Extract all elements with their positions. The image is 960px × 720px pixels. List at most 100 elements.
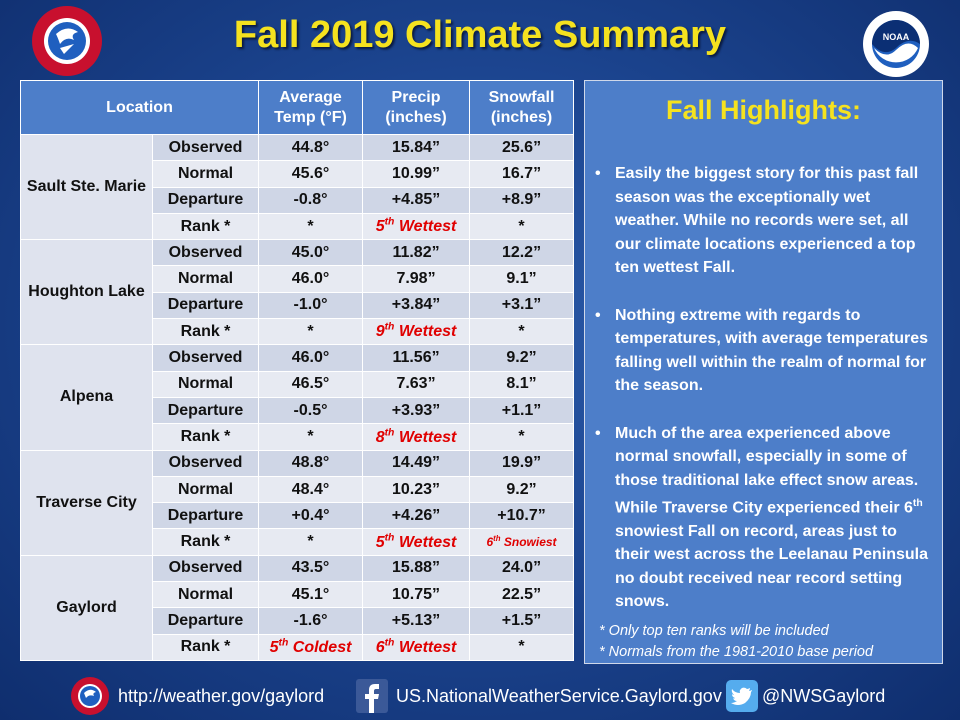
footer-website[interactable]: http://weather.gov/gaylord <box>70 672 324 720</box>
temp-value: * <box>307 533 314 551</box>
temp-cell: 48.4° <box>258 475 364 504</box>
table-row: Normal 45.1° 10.75” 22.5” <box>21 581 575 609</box>
footer-twitter[interactable]: @NWSGaylord <box>726 672 885 720</box>
temp-value: 43.5° <box>291 559 330 577</box>
snow-value: 9.2” <box>506 480 537 498</box>
row-label: Departure <box>151 396 260 425</box>
snow-value: 24.0” <box>501 559 542 577</box>
highlights-title: Fall Highlights: <box>666 95 861 125</box>
facebook-link[interactable]: US.NationalWeatherService.Gaylord.gov <box>396 685 722 706</box>
noaa-logo-icon: NOAA <box>863 11 929 77</box>
snow-cell: 25.6” <box>469 133 575 162</box>
snow-value: * <box>518 322 525 340</box>
temp-value: 46.0° <box>291 349 330 367</box>
precip-value: 11.56” <box>392 349 440 367</box>
precip-cell: 10.75” <box>362 581 471 609</box>
precip-value: 6th Wettest <box>375 637 457 656</box>
temp-value: 45.0° <box>291 243 330 261</box>
snow-value: +10.7” <box>497 506 546 524</box>
temp-value: 45.6° <box>291 164 330 182</box>
location-name: Sault Ste. Marie <box>20 133 153 241</box>
snow-cell: * <box>469 212 575 241</box>
snow-cell: 16.7” <box>469 160 575 188</box>
nws-logo-icon <box>32 6 102 76</box>
twitter-icon <box>726 680 758 712</box>
row-label: Normal <box>151 370 260 398</box>
row-label: Departure <box>151 607 260 635</box>
temp-cell: +0.4° <box>258 502 364 530</box>
header-snowfall: Snowfall (inches) <box>469 80 575 135</box>
temp-value: 45.1° <box>291 585 330 603</box>
table-row: Traverse City Observed 48.8° 14.49” 19.9” <box>20 449 575 556</box>
precip-value: 10.99” <box>391 164 441 182</box>
precip-cell: 6th Wettest <box>362 633 471 661</box>
precip-cell: 7.98” <box>362 265 471 293</box>
temp-cell: 44.8° <box>258 133 364 162</box>
row-label: Observed <box>151 344 260 372</box>
precip-cell: +3.93” <box>362 396 471 425</box>
precip-cell: 10.99” <box>362 160 471 188</box>
row-label: Departure <box>151 502 260 530</box>
precip-cell: +3.84” <box>362 291 471 320</box>
temp-value: -0.8° <box>293 191 328 209</box>
temp-cell: * <box>258 212 364 241</box>
temp-value: 46.0° <box>291 270 330 288</box>
temp-value: -1.0° <box>293 296 328 314</box>
precip-cell: 8th Wettest <box>362 423 471 451</box>
twitter-handle[interactable]: @NWSGaylord <box>762 685 886 706</box>
precip-value: 15.88” <box>391 559 441 577</box>
footer-facebook[interactable]: US.NationalWeatherService.Gaylord.gov <box>356 672 722 720</box>
temp-cell: -1.0° <box>258 291 364 320</box>
row-label: Rank * <box>151 318 260 346</box>
snow-value: +8.9” <box>501 191 542 209</box>
snow-cell: 6th Snowiest <box>469 528 575 556</box>
location-name: Gaylord <box>20 554 153 661</box>
location-name: Houghton Lake <box>20 239 153 346</box>
highlight-bullet: Easily the biggest story for this past f… <box>595 162 928 280</box>
row-label: Departure <box>151 186 260 214</box>
temp-cell: -0.8° <box>258 186 364 214</box>
table-row: Rank * * 5th Wettest 6th Snowiest <box>21 528 575 556</box>
temp-cell: 45.6° <box>258 160 364 188</box>
location-name: Alpena <box>20 344 153 451</box>
temp-cell: * <box>258 423 364 451</box>
table-row: Sault Ste. Marie Observed 44.8° 15.84” 25.6” <box>20 133 575 241</box>
website-link[interactable]: http://weather.gov/gaylord <box>118 685 325 706</box>
location-name: Traverse City <box>20 449 153 556</box>
precip-value: +3.84” <box>391 296 441 314</box>
temp-cell: 46.0° <box>258 265 364 293</box>
precip-value: 8th Wettest <box>375 427 457 446</box>
temp-value: -1.6° <box>293 611 328 629</box>
precip-value: 5th Wettest <box>375 532 457 551</box>
temp-value: * <box>307 322 314 340</box>
table-row: Normal 45.6° 10.99” 16.7” <box>21 160 575 188</box>
snow-value: +3.1” <box>501 296 542 314</box>
temp-value: * <box>307 217 314 235</box>
precip-value: +4.85” <box>391 191 441 209</box>
snow-cell: +3.1” <box>469 291 575 320</box>
snow-cell: +10.7” <box>469 502 575 530</box>
temp-value: * <box>307 427 314 445</box>
temp-cell: 46.0° <box>258 344 364 372</box>
precip-value: 15.84” <box>391 138 441 156</box>
precip-cell: 15.88” <box>362 554 471 583</box>
precip-cell: +5.13” <box>362 607 471 635</box>
snow-value: * <box>518 217 525 235</box>
precip-cell: 14.49” <box>362 449 471 477</box>
snow-cell: 24.0” <box>469 554 575 583</box>
table-row: Houghton Lake Observed 45.0° 11.82” 12.2” <box>20 239 575 346</box>
precip-value: 10.23” <box>391 480 441 498</box>
precip-cell: 9th Wettest <box>362 318 471 346</box>
row-label: Normal <box>151 581 260 609</box>
table-header-row: Location Average Temp (°F) Precip (inche… <box>19 80 575 135</box>
snow-cell: * <box>469 318 575 346</box>
snow-cell: +1.1” <box>469 396 575 425</box>
temp-value: 44.8° <box>291 138 330 156</box>
snow-value: +1.5” <box>501 611 542 629</box>
snow-value: 6th Snowiest <box>486 534 557 550</box>
highlight-bullet: Much of the area experienced above norma… <box>595 422 928 614</box>
row-label: Departure <box>151 291 260 320</box>
precip-value: 7.98” <box>396 270 436 288</box>
precip-value: +3.93” <box>391 401 441 419</box>
snow-cell: * <box>469 423 575 451</box>
